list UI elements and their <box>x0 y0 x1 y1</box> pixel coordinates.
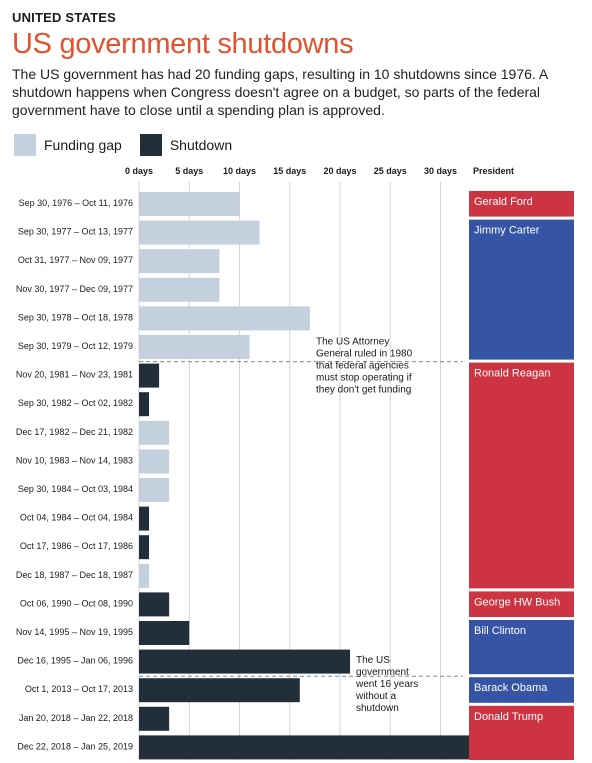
kicker: UNITED STATES <box>12 10 116 25</box>
x-tick-label: 30 days <box>424 166 457 176</box>
category-label: Sep 30, 1978 – Oct 18, 1978 <box>18 312 133 322</box>
bar <box>139 563 150 588</box>
president-label: Donald Trump <box>474 711 543 723</box>
annotation-text: they don't get funding <box>316 385 411 396</box>
chart-subtitle: The US government has had 20 funding gap… <box>12 66 548 118</box>
bar <box>139 306 310 331</box>
bar <box>139 592 170 617</box>
category-label: Oct 1, 2013 – Oct 17, 2013 <box>25 684 133 694</box>
annotation-text: must stop operating if <box>316 373 412 384</box>
category-label: Oct 04, 1984 – Oct 04, 1984 <box>20 513 133 523</box>
category-label: Dec 18, 1987 – Dec 18, 1987 <box>16 570 133 580</box>
annotation-text: government <box>356 667 409 678</box>
bar <box>139 506 150 531</box>
x-tick-label: 5 days <box>175 166 203 176</box>
bar <box>139 249 220 274</box>
legend-swatch-funding-gap <box>14 134 36 156</box>
chart-title: US government shutdowns <box>12 28 354 60</box>
legend-swatch-shutdown <box>139 134 162 156</box>
category-label: Sep 30, 1979 – Oct 12, 1979 <box>18 341 133 351</box>
bar <box>139 735 481 760</box>
president-block <box>469 677 574 703</box>
annotation-text: that federal agencies <box>316 361 409 372</box>
president-header: President <box>473 166 514 176</box>
bar <box>139 277 220 302</box>
category-label: Dec 17, 1982 – Dec 21, 1982 <box>16 427 133 437</box>
x-tick-label: 0 days <box>125 166 153 176</box>
category-label: Jan 20, 2018 – Jan 22, 2018 <box>19 713 133 723</box>
category-label: Sep 30, 1976 – Oct 11, 1976 <box>19 198 133 208</box>
legend-label-funding-gap: Funding gap <box>44 137 122 153</box>
bar <box>139 621 190 645</box>
annotation-text: went 16 years <box>355 679 418 690</box>
x-tick-label: 15 days <box>273 166 306 176</box>
bar <box>139 678 300 703</box>
president-block <box>469 591 574 617</box>
category-label: Dec 16, 1995 – Jan 06, 1996 <box>17 656 133 666</box>
category-label: Nov 10, 1983 – Nov 14, 1983 <box>16 455 133 465</box>
president-block <box>469 705 574 760</box>
category-label: Nov 30, 1977 – Dec 09, 1977 <box>16 284 133 294</box>
bar <box>139 192 240 216</box>
bar <box>139 535 150 560</box>
president-label: Barack Obama <box>474 682 548 694</box>
bar <box>139 649 351 674</box>
x-tick-label: 25 days <box>374 166 407 176</box>
president-label: Gerald Ford <box>474 196 533 208</box>
category-label: Sep 30, 1984 – Oct 03, 1984 <box>18 484 133 494</box>
x-tick-label: 10 days <box>223 166 256 176</box>
legend: Funding gap Shutdown <box>14 134 250 156</box>
category-label: Oct 06, 1990 – Oct 08, 1990 <box>20 598 133 608</box>
annotation-text: The US <box>356 655 390 666</box>
president-block <box>469 362 574 589</box>
annotation-text: shutdown <box>356 703 399 714</box>
category-label: Nov 20, 1981 – Nov 23, 1981 <box>16 370 133 380</box>
annotation-text: General ruled in 1980 <box>316 349 413 360</box>
category-label: Dec 22, 2018 – Jan 25, 2019 <box>17 741 133 751</box>
bar <box>139 392 150 417</box>
bar <box>139 449 170 474</box>
category-label: Oct 31, 1977 – Nov 09, 1977 <box>18 255 133 265</box>
shutdown-chart: 0 days 5 days 10 days 15 days 20 days 25 days… <box>16 166 574 760</box>
bar <box>139 478 170 502</box>
president-label: Ronald Reagan <box>474 368 550 380</box>
president-label: Bill Clinton <box>474 625 526 637</box>
bar <box>139 220 260 245</box>
annotation-text: without a <box>355 691 396 702</box>
president-block <box>469 219 574 360</box>
category-label: Oct 17, 1986 – Oct 17, 1986 <box>20 541 133 551</box>
president-block <box>469 620 574 675</box>
bar <box>139 706 170 731</box>
category-label: Sep 30, 1977 – Oct 13, 1977 <box>18 227 133 237</box>
annotation-text: The US Attorney <box>316 337 389 348</box>
bar <box>139 363 160 388</box>
president-block <box>469 191 574 217</box>
category-label: Nov 14, 1995 – Nov 19, 1995 <box>16 627 133 637</box>
category-label: Sep 30, 1982 – Oct 02, 1982 <box>18 398 133 408</box>
bar <box>139 335 250 359</box>
president-label: Jimmy Carter <box>474 225 540 237</box>
bar <box>139 420 170 445</box>
x-tick-label: 20 days <box>323 166 356 176</box>
president-label: George HW Bush <box>474 596 560 608</box>
legend-label-shutdown: Shutdown <box>169 137 233 153</box>
